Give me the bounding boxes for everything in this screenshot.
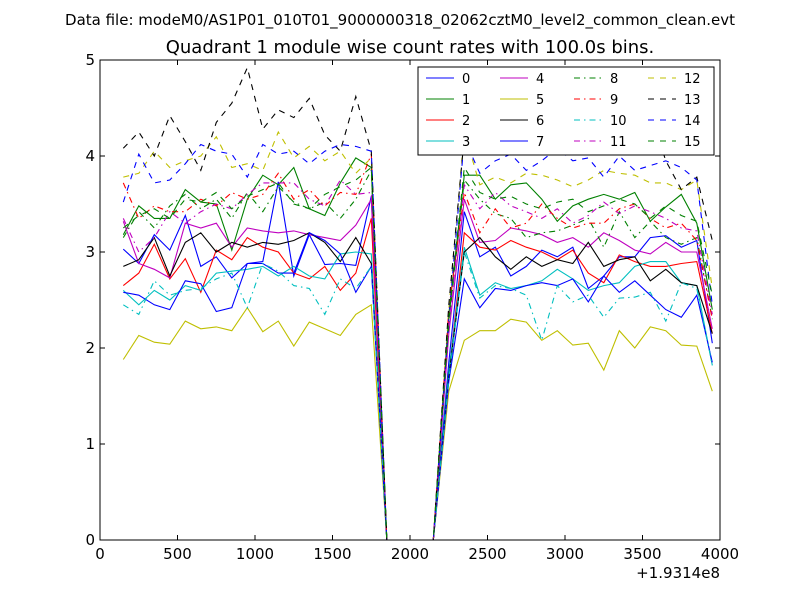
x-axis-offset-label: +1.9314e8 [636,564,720,582]
legend-label-3: 3 [462,135,470,150]
legend-label-12: 12 [684,72,701,87]
x-tick-label: 1000 [236,545,274,563]
series-line-11 [122,179,713,540]
legend-label-2: 2 [462,114,470,129]
legend-label-14: 14 [684,114,701,129]
y-tick-label: 2 [85,339,95,357]
legend-label-10: 10 [610,114,627,129]
figure-suptitle: Data file: modeM0/AS1P01_010T01_90000003… [65,11,735,30]
y-tick-label: 5 [85,51,95,69]
series-line-9 [122,153,713,540]
series-line-1 [122,157,713,540]
legend-label-6: 6 [536,114,544,129]
x-tick-label: 1500 [313,545,351,563]
series-line-3 [122,247,713,540]
y-tick-label: 1 [85,435,95,453]
legend-label-4: 4 [536,72,544,87]
x-tick-label: 3000 [546,545,584,563]
y-tick-label: 4 [85,147,95,165]
series-line-7 [123,232,713,540]
legend-label-11: 11 [610,135,627,150]
series-line-2 [122,218,713,540]
y-tick-label: 3 [85,243,95,261]
legend-label-7: 7 [536,135,544,150]
series-line-4 [122,197,713,540]
series-line-12 [123,130,713,540]
x-tick-label: 2500 [468,545,506,563]
legend-label-13: 13 [684,93,701,108]
legend-label-15: 15 [684,135,701,150]
series-line-5 [122,303,713,540]
legend-label-0: 0 [462,72,470,87]
legend-frame [417,66,715,156]
x-tick-label: 4000 [701,545,739,563]
legend-label-9: 9 [610,93,618,108]
x-tick-label: 500 [163,545,192,563]
x-tick-label: 0 [95,545,105,563]
series-line-15 [122,165,713,540]
x-tick-label: 3500 [623,545,661,563]
legend-label-5: 5 [536,93,544,108]
legend-label-8: 8 [610,72,618,87]
series-line-14 [122,136,713,540]
chart-title: Quadrant 1 module wise count rates with … [166,37,655,58]
series-line-6 [123,232,713,540]
x-tick-label: 2000 [391,545,429,563]
y-tick-label: 0 [85,531,95,549]
legend-label-1: 1 [462,93,470,108]
